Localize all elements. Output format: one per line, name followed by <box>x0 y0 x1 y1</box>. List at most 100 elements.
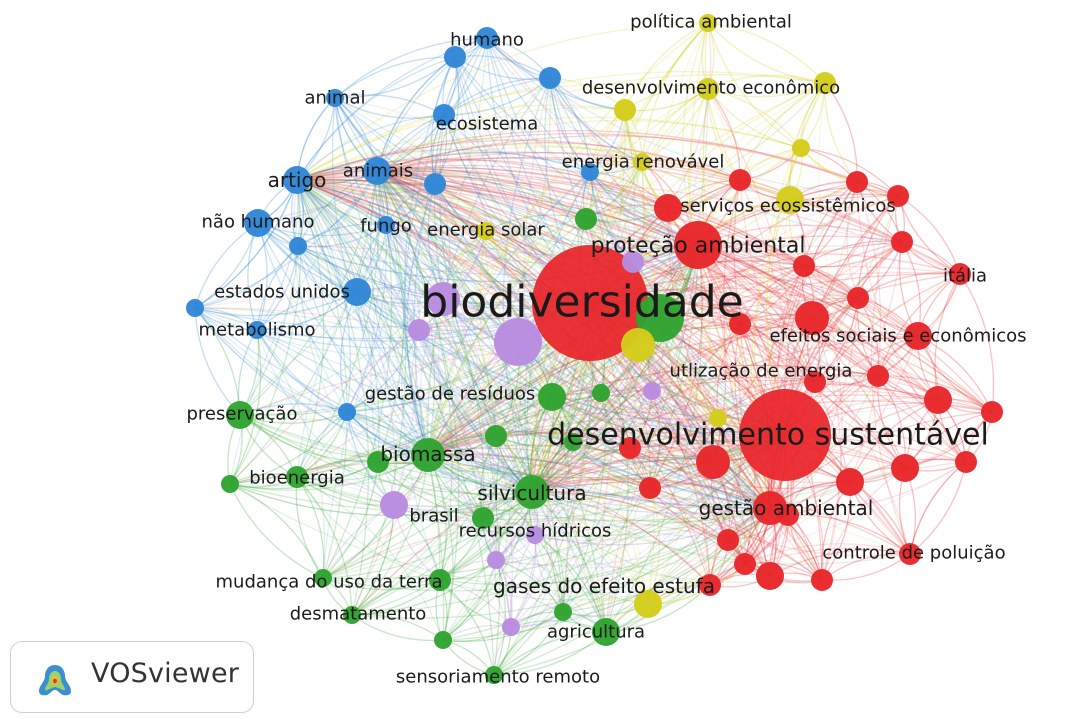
node-r-q[interactable] <box>777 504 799 526</box>
node-r-a[interactable] <box>729 169 751 191</box>
node-r-d[interactable] <box>891 231 913 253</box>
node-y-f[interactable] <box>709 409 727 427</box>
node-r-c[interactable] <box>887 185 909 207</box>
network-edge <box>376 170 553 398</box>
node-italia[interactable] <box>949 263 971 285</box>
node-fungo[interactable] <box>377 216 395 234</box>
node-artigo[interactable] <box>283 166 311 194</box>
node-gases-efeito[interactable] <box>634 590 662 618</box>
node-r-w[interactable] <box>811 569 833 591</box>
network-edge <box>297 223 387 247</box>
node-r-k[interactable] <box>924 386 952 414</box>
node-animal[interactable] <box>326 89 344 107</box>
node-desenv-economico[interactable] <box>697 78 719 100</box>
node-p-b[interactable] <box>426 282 460 316</box>
node-preservacao[interactable] <box>226 401 254 429</box>
node-y-e[interactable] <box>621 328 655 362</box>
node-g-g[interactable] <box>472 507 494 529</box>
node-r-i[interactable] <box>804 371 826 393</box>
node-r-o[interactable] <box>891 454 919 482</box>
node-r-j[interactable] <box>867 365 889 387</box>
network-edge <box>376 170 699 250</box>
node-g-c[interactable] <box>538 383 566 411</box>
node-y-a[interactable] <box>614 99 636 121</box>
node-r-s[interactable] <box>639 477 661 499</box>
node-r-v[interactable] <box>756 562 784 590</box>
node-b-e[interactable] <box>186 299 204 317</box>
node-b-b[interactable] <box>539 67 561 89</box>
network-edge <box>296 179 816 383</box>
node-r-h[interactable] <box>729 313 751 335</box>
node-b-d[interactable] <box>289 237 307 255</box>
node-g-a[interactable] <box>636 294 684 342</box>
node-r-r[interactable] <box>717 529 739 551</box>
node-r-g[interactable] <box>795 301 829 335</box>
network-edge <box>624 22 709 111</box>
node-g-e[interactable] <box>485 425 507 447</box>
node-energia-renovavel[interactable] <box>633 153 651 171</box>
node-r-m[interactable] <box>696 445 730 479</box>
node-r-n[interactable] <box>836 468 864 496</box>
node-servicos-ecossistemicos[interactable] <box>654 194 682 222</box>
node-politica-ambiental[interactable] <box>699 14 717 32</box>
node-b-f[interactable] <box>338 403 356 421</box>
node-p-c[interactable] <box>622 251 644 273</box>
node-efeitos-sociais[interactable] <box>904 322 932 350</box>
node-silvicultura[interactable] <box>515 475 549 509</box>
node-animais[interactable] <box>363 157 391 185</box>
node-g-j[interactable] <box>314 569 332 587</box>
node-g-f[interactable] <box>367 451 389 473</box>
node-desenvolvimento-sustentavel[interactable] <box>739 389 831 481</box>
node-g-d[interactable] <box>592 384 610 402</box>
node-agricultura[interactable] <box>592 618 620 646</box>
node-r-b[interactable] <box>846 171 868 193</box>
node-r-f[interactable] <box>847 287 869 309</box>
node-p-d[interactable] <box>487 551 505 569</box>
node-g-b[interactable] <box>575 208 597 230</box>
node-biodiversidade[interactable] <box>532 245 648 361</box>
node-g-h[interactable] <box>564 433 582 451</box>
node-desmatamento[interactable] <box>343 606 361 624</box>
node-estados-unidos[interactable] <box>343 278 371 306</box>
node-mudanca-uso-terra[interactable] <box>429 569 451 591</box>
node-p-e[interactable] <box>502 618 520 636</box>
node-b-g[interactable] <box>581 163 599 181</box>
node-recursos-hidricos[interactable] <box>526 526 544 544</box>
node-r-l[interactable] <box>981 401 1003 423</box>
node-r-u[interactable] <box>734 553 756 575</box>
node-ecosistema[interactable] <box>433 104 455 126</box>
node-brasil[interactable] <box>380 491 408 519</box>
node-y-d[interactable] <box>776 186 804 214</box>
node-r-t[interactable] <box>619 437 641 459</box>
node-y-c[interactable] <box>792 139 810 157</box>
network-edge <box>486 37 899 197</box>
node-r-p[interactable] <box>955 451 977 473</box>
vosviewer-badge[interactable]: VOSviewer <box>10 641 254 713</box>
node-r-x[interactable] <box>699 574 721 596</box>
node-humano[interactable] <box>476 27 498 49</box>
node-sensoriamento[interactable] <box>485 666 503 684</box>
node-nao-humano[interactable] <box>244 209 272 237</box>
network-edge <box>502 77 551 493</box>
node-r-e[interactable] <box>793 255 815 277</box>
node-g-l[interactable] <box>554 603 572 621</box>
label-desenvolvimento-sustentavel: desenvolvimento sustentável <box>547 418 989 453</box>
node-g-k[interactable] <box>434 631 452 649</box>
label-bioenergia: bioenergia <box>249 468 345 489</box>
node-g-i[interactable] <box>221 475 239 493</box>
node-biomassa[interactable] <box>411 438 445 472</box>
node-b-a[interactable] <box>444 46 466 68</box>
network-edge <box>322 434 786 580</box>
node-energia-solar[interactable] <box>477 222 495 240</box>
node-b-c[interactable] <box>424 173 446 195</box>
node-p-a[interactable] <box>494 318 542 366</box>
node-metabolismo[interactable] <box>248 321 266 339</box>
node-protecao-ambiental[interactable] <box>674 221 722 269</box>
node-bioenergia[interactable] <box>286 466 308 488</box>
node-utilizacao-energia[interactable] <box>643 382 661 400</box>
node-controle-poluicao[interactable] <box>899 543 921 565</box>
node-gestao-residuos[interactable] <box>408 319 430 341</box>
network-edge <box>296 144 791 201</box>
network-edge <box>857 272 961 299</box>
node-y-b[interactable] <box>814 72 836 94</box>
